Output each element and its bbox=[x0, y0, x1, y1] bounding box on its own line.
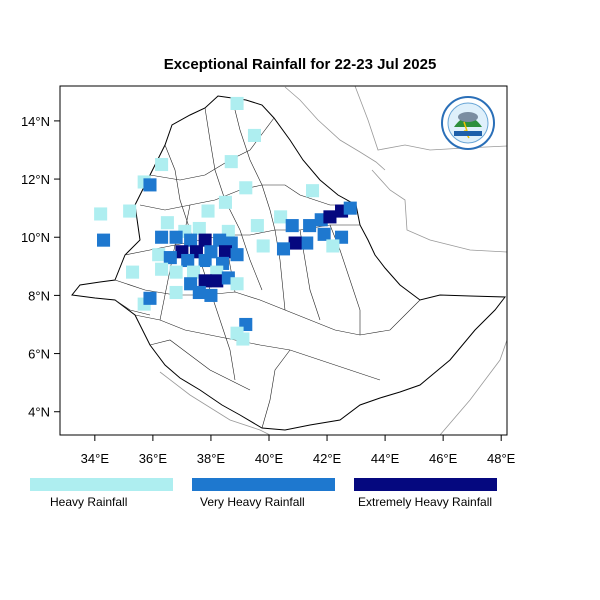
rainfall-cell-heavy bbox=[201, 204, 215, 218]
map-title: Exceptional Rainfall for 22-23 Jul 2025 bbox=[163, 56, 437, 73]
rainfall-cell-heavy bbox=[326, 239, 340, 253]
rainfall-cell-heavy bbox=[305, 184, 320, 198]
rainfall-cell-very-heavy bbox=[169, 230, 183, 244]
rainfall-cell-extremely-heavy bbox=[210, 274, 224, 288]
axes: 34°E 36°E 38°E 40°E 42°E 44°E 46°E 48°E 4°N 6°N 8°… bbox=[21, 114, 516, 466]
rainfall-cell-heavy bbox=[247, 128, 262, 142]
rainfall-cell-very-heavy bbox=[230, 248, 244, 262]
rainfall-cell-heavy bbox=[160, 216, 174, 230]
rainfall-cell-heavy bbox=[155, 157, 169, 172]
y-tick-label: 8°N bbox=[28, 288, 50, 303]
somaliland-border bbox=[371, 169, 507, 253]
rainfall-cell-heavy bbox=[169, 285, 183, 300]
rainfall-cell-very-heavy bbox=[198, 253, 212, 268]
rainfall-cell-heavy bbox=[155, 262, 169, 276]
x-tick-label: 48°E bbox=[487, 451, 516, 466]
rainfall-cell-heavy bbox=[94, 207, 108, 221]
y-tick-label: 6°N bbox=[28, 347, 50, 362]
rainfall-cell-extremely-heavy bbox=[218, 245, 232, 259]
x-tick-label: 42°E bbox=[313, 451, 342, 466]
rainfall-cell-heavy bbox=[169, 265, 183, 279]
coastline-red-sea bbox=[284, 86, 386, 171]
rainfall-cell-heavy bbox=[236, 332, 250, 346]
y-tick-label: 12°N bbox=[21, 172, 50, 187]
somalia-border bbox=[439, 339, 507, 435]
rainfall-cell-very-heavy bbox=[163, 251, 177, 265]
kenya-border bbox=[159, 371, 271, 435]
rainfall-cell-very-heavy bbox=[343, 201, 357, 215]
legend-swatch-heavy bbox=[30, 478, 173, 491]
rainfall-cell-heavy bbox=[230, 96, 244, 110]
legend-label-extremely-heavy: Extremely Heavy Rainfall bbox=[358, 495, 493, 509]
x-tick-label: 36°E bbox=[139, 451, 168, 466]
rainfall-cell-very-heavy bbox=[143, 178, 157, 192]
ethiopian-meteorology-institute-logo bbox=[441, 96, 495, 150]
rainfall-cells bbox=[94, 96, 357, 346]
rainfall-cell-extremely-heavy bbox=[288, 236, 302, 250]
legend-label-heavy: Heavy Rainfall bbox=[50, 495, 128, 509]
rainfall-cell-extremely-heavy bbox=[198, 274, 212, 288]
rainfall-cell-extremely-heavy bbox=[323, 210, 337, 224]
rainfall-cell-very-heavy bbox=[303, 219, 317, 233]
x-tick-label: 44°E bbox=[371, 451, 400, 466]
y-tick-label: 14°N bbox=[21, 114, 50, 129]
rainfall-cell-very-heavy bbox=[285, 219, 299, 233]
rainfall-cell-heavy bbox=[274, 210, 288, 224]
legend-swatch-extremely-heavy bbox=[354, 478, 497, 491]
rainfall-cell-heavy bbox=[230, 277, 244, 291]
x-tick-label: 40°E bbox=[255, 451, 284, 466]
rainfall-cell-very-heavy bbox=[300, 236, 314, 250]
rainfall-cell-very-heavy bbox=[143, 291, 157, 305]
rainfall-cell-heavy bbox=[256, 239, 270, 253]
rainfall-cell-heavy bbox=[126, 265, 140, 279]
y-tick-label: 10°N bbox=[21, 230, 50, 245]
rainfall-cell-very-heavy bbox=[213, 233, 227, 247]
x-tick-label: 34°E bbox=[81, 451, 110, 466]
rainfall-cell-heavy bbox=[250, 219, 264, 233]
rainfall-cell-heavy bbox=[224, 155, 238, 169]
rainfall-cell-very-heavy bbox=[97, 233, 111, 247]
legend-swatch-very-heavy bbox=[192, 478, 335, 491]
rainfall-cell-very-heavy bbox=[276, 242, 291, 256]
rainfall-cell-extremely-heavy bbox=[198, 233, 212, 247]
rainfall-cell-heavy bbox=[186, 265, 201, 279]
rainfall-cell-heavy bbox=[152, 248, 166, 262]
legend-label-very-heavy: Very Heavy Rainfall bbox=[200, 495, 305, 509]
rainfall-cell-very-heavy bbox=[204, 288, 218, 302]
rainfall-cell-heavy bbox=[192, 221, 206, 236]
rainfall-cell-very-heavy bbox=[184, 233, 198, 247]
rainfall-cell-very-heavy bbox=[155, 230, 169, 244]
rainfall-cell-very-heavy bbox=[192, 285, 206, 300]
x-tick-label: 46°E bbox=[429, 451, 458, 466]
rainfall-cell-heavy bbox=[218, 195, 232, 209]
plot-frame bbox=[59, 85, 508, 436]
x-tick-label: 38°E bbox=[197, 451, 226, 466]
rainfall-cell-heavy bbox=[123, 204, 137, 218]
rainfall-cell-very-heavy bbox=[317, 227, 331, 241]
rainfall-cell-heavy bbox=[239, 181, 253, 195]
rainfall-cell-very-heavy bbox=[181, 253, 195, 268]
ethiopia-outline bbox=[71, 95, 506, 431]
y-tick-label: 4°N bbox=[28, 405, 50, 420]
